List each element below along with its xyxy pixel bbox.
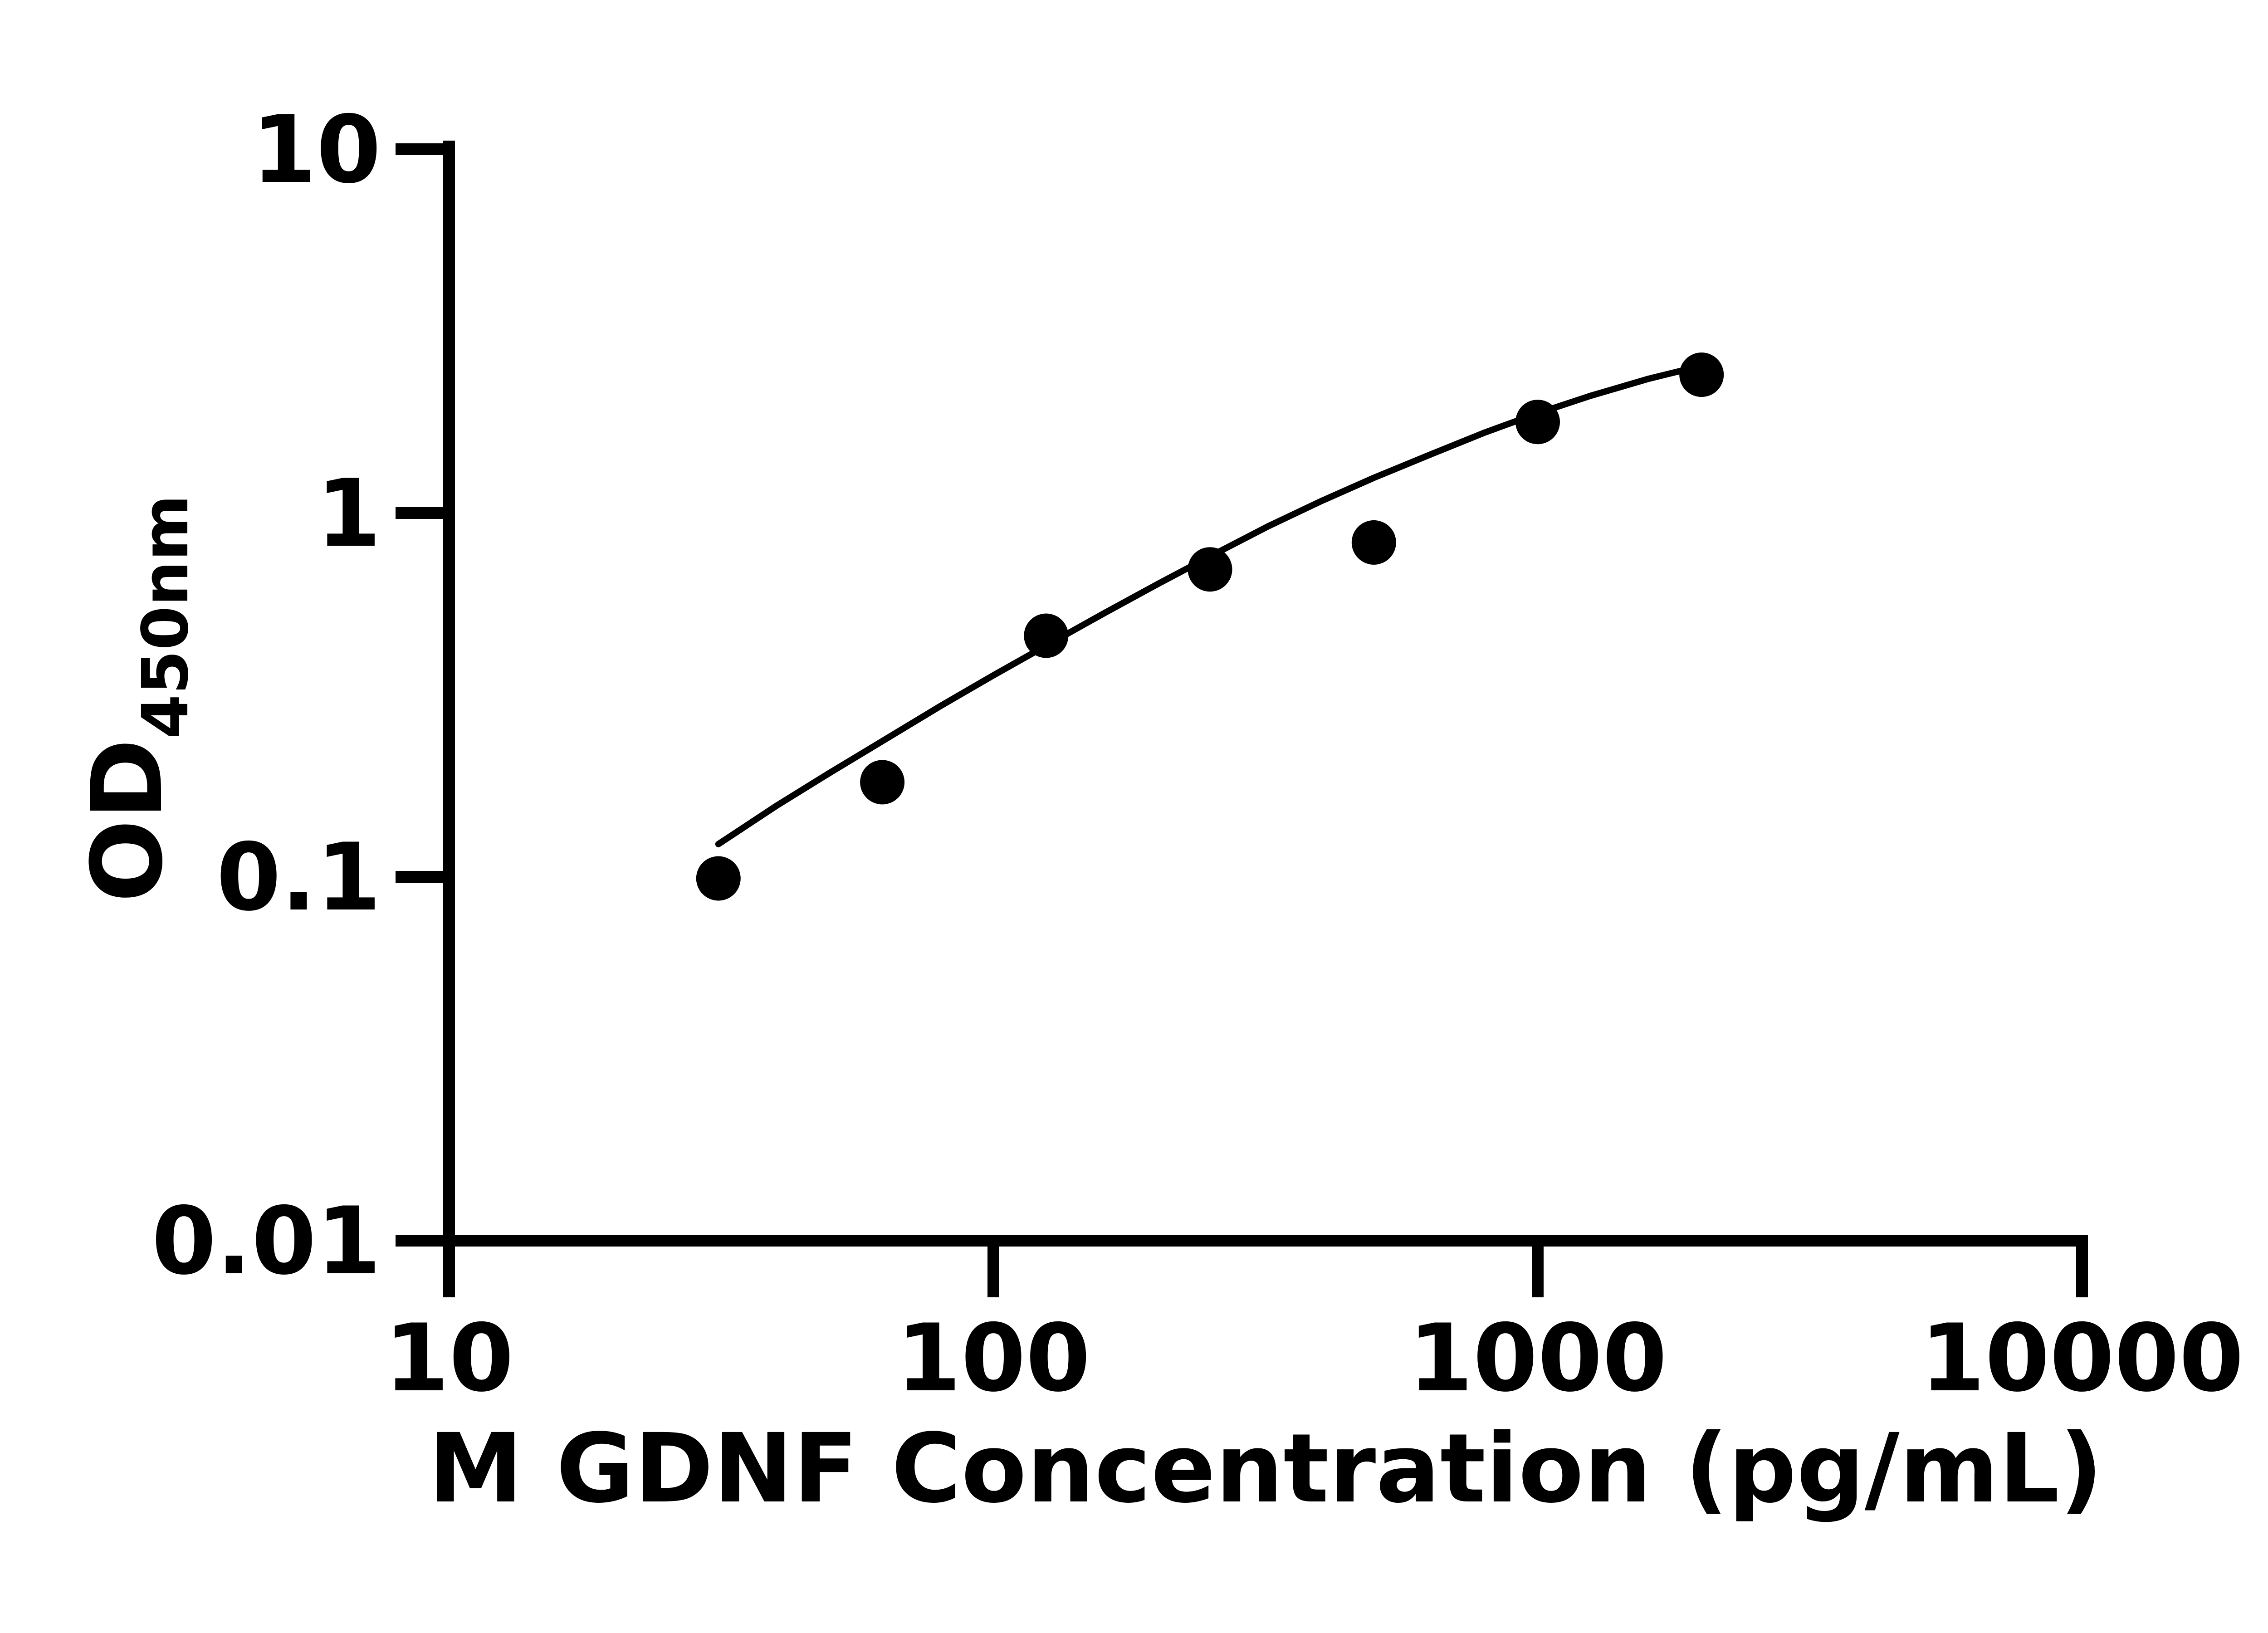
x-tick-label: 1000 (1408, 1305, 1667, 1413)
y-tick-label: 1 (316, 460, 381, 568)
y-tick-label: 0.01 (152, 1188, 381, 1296)
data-point (1351, 520, 1396, 565)
x-axis-tick-labels: 10 100 1000 10000 (384, 1305, 2244, 1413)
x-tick-label: 100 (896, 1305, 1090, 1413)
y-axis-tick-labels: 0.01 0.1 1 10 (152, 96, 381, 1296)
data-point (1515, 400, 1560, 445)
axis-lines (443, 141, 2082, 1247)
x-axis-title: M GDNF Concentration (pg/mL) (428, 1413, 2103, 1524)
y-tick-label: 0.1 (216, 824, 381, 932)
x-axis-ticks (443, 1235, 2088, 1297)
x-tick-label: 10000 (1920, 1305, 2244, 1413)
data-point (1679, 352, 1724, 397)
data-point (1024, 613, 1069, 658)
data-point-markers (696, 352, 1724, 901)
x-tick-label: 10 (384, 1305, 513, 1413)
data-point (696, 856, 741, 901)
y-axis-title-subscript: 450nm (129, 494, 203, 738)
data-point (860, 760, 905, 805)
data-point (1188, 547, 1232, 592)
y-axis-title-text: OD450nm (70, 494, 203, 902)
y-axis-title-main: OD (70, 738, 184, 902)
y-axis-title: OD450nm (70, 494, 203, 902)
y-tick-label: 10 (252, 96, 381, 204)
